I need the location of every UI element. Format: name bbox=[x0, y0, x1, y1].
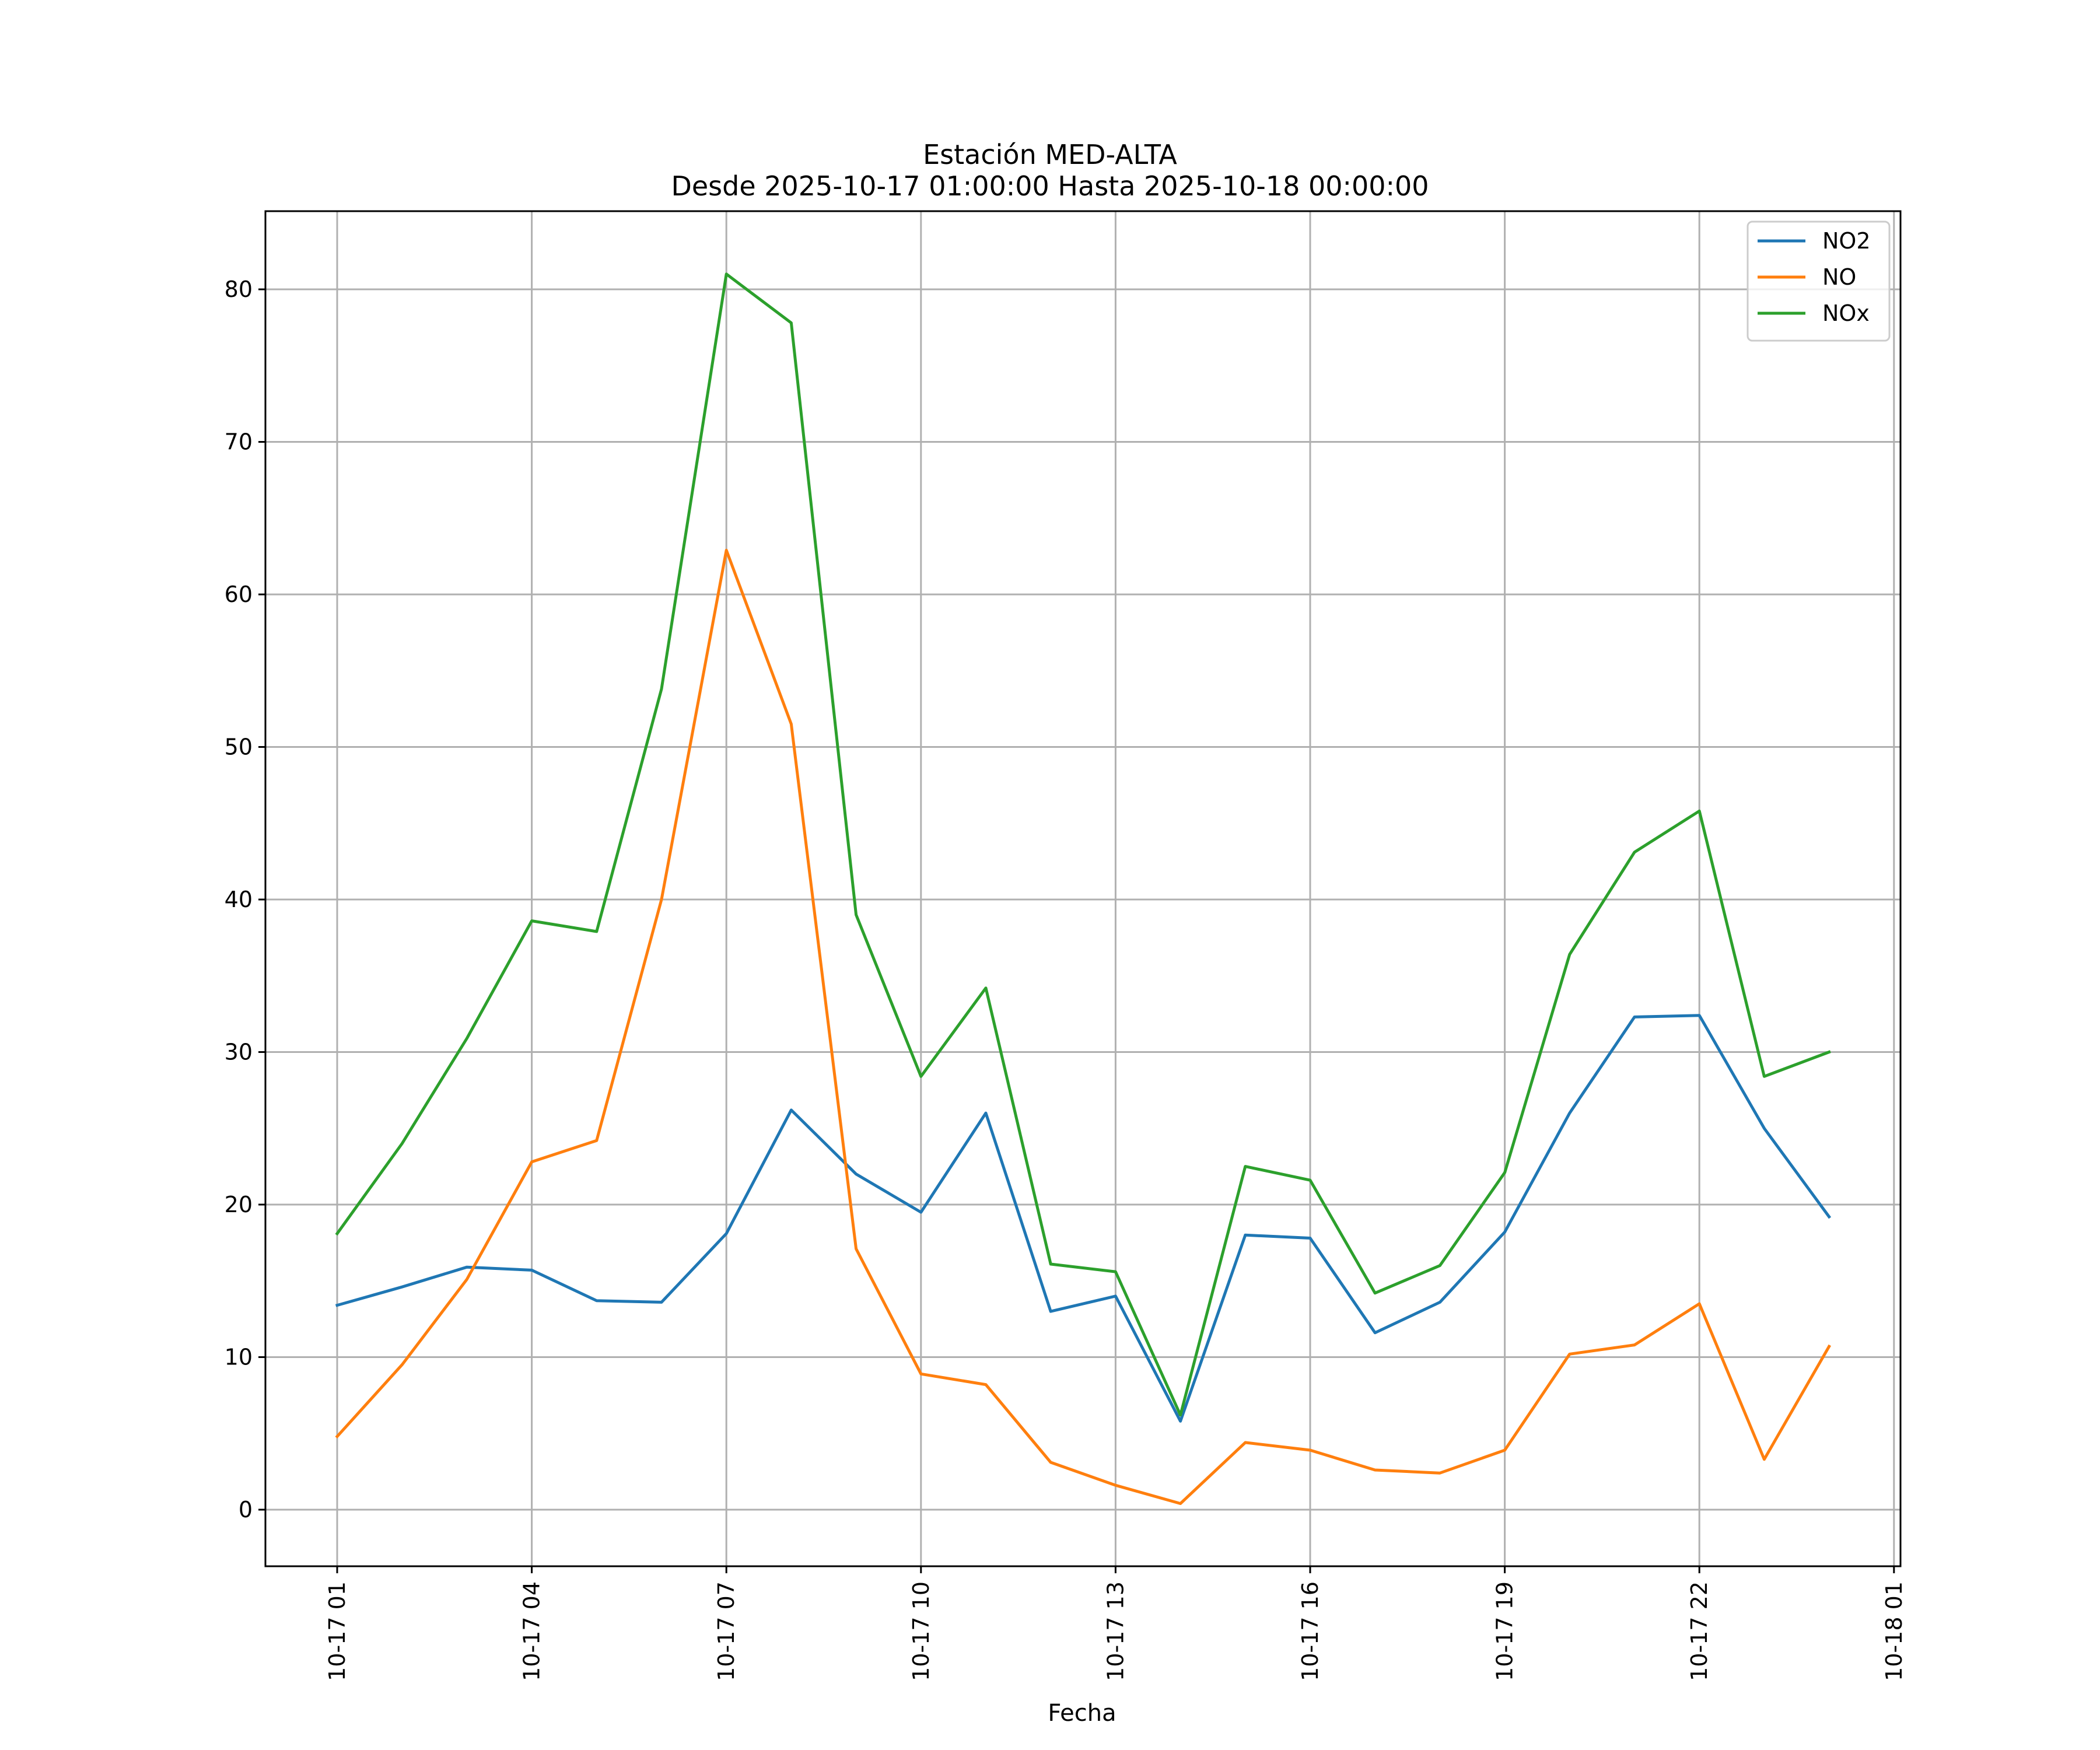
legend-box bbox=[1746, 220, 1891, 342]
y-tick-label: 40 bbox=[225, 887, 253, 912]
x-tick-label: 10-17 16 bbox=[1297, 1581, 1323, 1681]
y-tick-label: 50 bbox=[225, 734, 253, 760]
x-tick-label: 10-17 13 bbox=[1102, 1581, 1128, 1681]
series-line-no bbox=[335, 548, 1832, 1505]
x-tick-label: 10-17 19 bbox=[1492, 1581, 1518, 1681]
y-tick-label: 20 bbox=[225, 1192, 253, 1217]
axis-ticks: 0 10 20 30 40 50 60 70 80 10-17 01 10-17 04 10-17 0… bbox=[225, 276, 1907, 1681]
y-tick-label: 80 bbox=[225, 276, 253, 302]
series-line-no2 bbox=[335, 1014, 1832, 1423]
grid bbox=[265, 211, 1901, 1566]
x-tick-label: 10-17 07 bbox=[713, 1581, 739, 1681]
x-tick-label: 10-17 10 bbox=[908, 1581, 934, 1681]
legend-label-no: NO bbox=[1822, 264, 1856, 290]
y-tick-label: 70 bbox=[225, 429, 253, 455]
chart-title: Estación MED-ALTA bbox=[923, 139, 1177, 170]
y-tick-label: 10 bbox=[225, 1345, 253, 1370]
legend-label-nox: NOx bbox=[1822, 300, 1870, 326]
series-lines bbox=[335, 272, 1832, 1505]
y-tick-label: 30 bbox=[225, 1040, 253, 1065]
series-line-nox bbox=[335, 272, 1831, 1417]
y-tick-label: 60 bbox=[225, 582, 253, 607]
x-tick-label: 10-18 01 bbox=[1881, 1581, 1907, 1681]
legend-label-no2: NO2 bbox=[1822, 228, 1871, 254]
axes-frame bbox=[264, 210, 1902, 1567]
chart-subtitle: Desde 2025-10-17 01:00:00 Hasta 2025-10-… bbox=[671, 170, 1429, 202]
x-tick-label: 10-17 01 bbox=[324, 1581, 350, 1681]
y-tick-label: 0 bbox=[239, 1497, 253, 1522]
x-tick-label: 10-17 22 bbox=[1686, 1581, 1712, 1681]
x-tick-label: 10-17 04 bbox=[519, 1581, 545, 1681]
x-axis-label: Fecha bbox=[1048, 1700, 1116, 1727]
legend: NO2 NO NOx bbox=[1746, 220, 1891, 342]
